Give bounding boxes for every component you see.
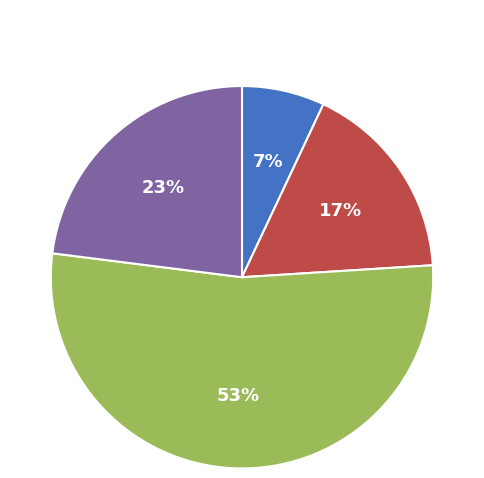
Text: 23%: 23% bbox=[142, 179, 185, 197]
Text: 53%: 53% bbox=[217, 387, 260, 405]
Text: 17%: 17% bbox=[318, 202, 362, 219]
Text: 7%: 7% bbox=[253, 152, 283, 171]
Wedge shape bbox=[242, 104, 433, 277]
Wedge shape bbox=[242, 86, 323, 277]
Wedge shape bbox=[52, 86, 242, 277]
Wedge shape bbox=[51, 253, 433, 468]
